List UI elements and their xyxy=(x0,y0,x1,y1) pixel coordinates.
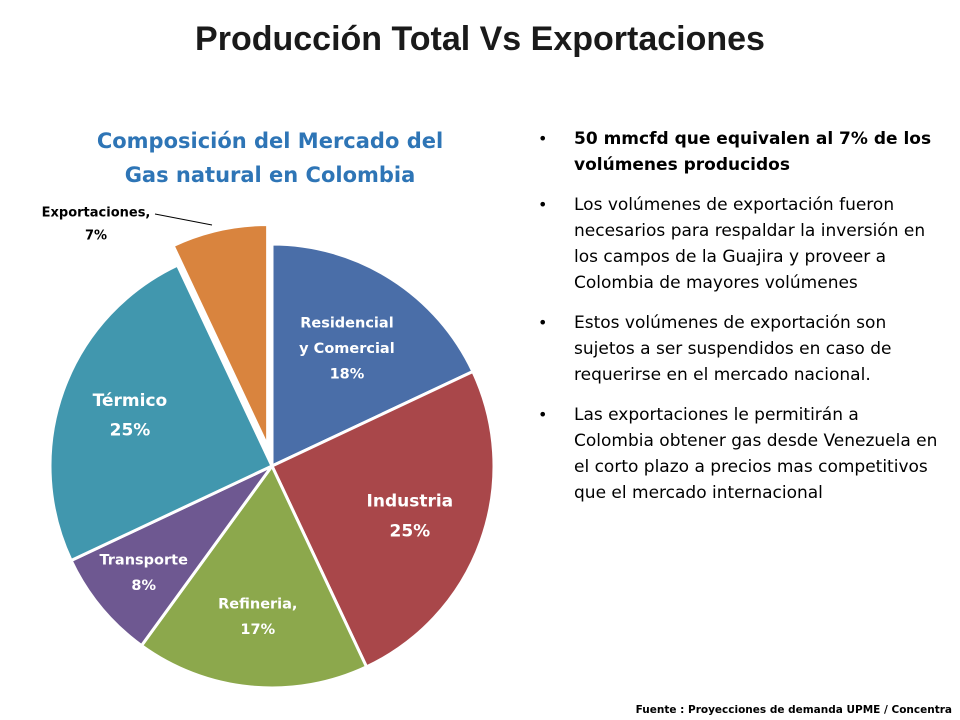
data-label-transporte: 8% xyxy=(131,578,156,594)
data-label-transporte: Transporte xyxy=(99,553,188,569)
data-label-exportaciones: Exportaciones, xyxy=(42,206,151,221)
leader-line-exportaciones xyxy=(154,213,213,226)
source-note: Fuente : Proyecciones de demanda UPME / … xyxy=(635,704,952,716)
bullet-item: • 50 mmcfd que equivalen al 7% de los vo… xyxy=(534,126,944,178)
bullet-dot-icon: • xyxy=(538,405,548,424)
chart-title: Composición del Mercado del Gas natural … xyxy=(50,124,490,192)
bullet-text: Los volúmenes de exportación fueron nece… xyxy=(574,195,926,293)
bullet-item: • Estos volúmenes de exportación son suj… xyxy=(534,310,944,388)
data-label-refineria: Refineria, xyxy=(218,597,297,613)
bullet-dot-icon: • xyxy=(538,129,548,148)
data-label-t-rmico: 25% xyxy=(110,421,151,441)
pie-slice-exportaciones xyxy=(171,222,270,448)
pie-slices xyxy=(48,222,496,690)
data-label-t-rmico: Térmico xyxy=(93,391,168,411)
data-label-industria: 25% xyxy=(390,521,431,541)
pie-slice-t-rmico xyxy=(48,263,274,563)
chart-title-line-1: Composición del Mercado del xyxy=(96,129,444,153)
slide-title: Producción Total Vs Exportaciones xyxy=(195,20,765,58)
pie-slice-transporte xyxy=(69,464,274,648)
data-label-exportaciones: 7% xyxy=(85,228,107,243)
data-label-industria: Industria xyxy=(367,492,454,512)
chart-title-line-2: Gas natural en Colombia xyxy=(124,163,416,187)
data-label-residencial-y-comercial: 18% xyxy=(330,366,365,382)
bullet-dot-icon: • xyxy=(538,195,548,214)
bullet-text: Las exportaciones le permitirán a Colomb… xyxy=(574,405,938,503)
pie-labels: Residencial y Comercial 18% Industria 25% Ref… xyxy=(42,206,454,639)
data-label-residencial-y-comercial: Residencial xyxy=(300,316,393,332)
data-label-refineria: 17% xyxy=(240,622,275,638)
bullet-item: • Los volúmenes de exportación fueron ne… xyxy=(534,192,944,296)
bullet-dot-icon: • xyxy=(538,313,548,332)
bullet-list: • 50 mmcfd que equivalen al 7% de los vo… xyxy=(534,126,944,520)
bullet-text: Estos volúmenes de exportación son sujet… xyxy=(574,313,892,385)
bullet-text: 50 mmcfd que equivalen al 7% de los volú… xyxy=(574,129,932,175)
pie-slice-residencial-y-comercial xyxy=(270,242,475,469)
bullet-item: • Las exportaciones le permitirán a Colo… xyxy=(534,402,944,506)
pie-slice-refineria xyxy=(139,463,369,690)
data-label-residencial-y-comercial: y Comercial xyxy=(299,341,395,357)
pie-slice-industria xyxy=(270,369,496,669)
